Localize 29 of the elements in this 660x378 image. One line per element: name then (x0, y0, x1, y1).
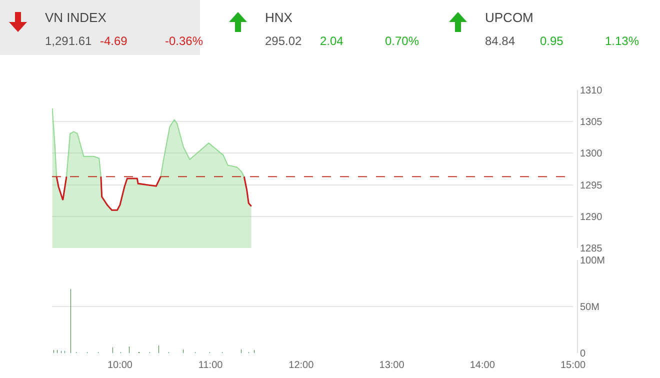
y-tick-label: 1305 (580, 117, 603, 128)
y-tick-label: 0 (580, 348, 586, 360)
text: 0.95 (540, 34, 564, 48)
x-tick-label: 12:00 (288, 360, 314, 371)
text: -0.36% (165, 34, 204, 48)
y-tick-label: 1285 (580, 244, 603, 254)
text: HNX (265, 10, 292, 25)
text: 1.13% (605, 34, 640, 48)
y-tick-label: 1300 (580, 148, 603, 160)
text: 2.04 (320, 34, 344, 48)
text: -4.69 (100, 34, 128, 48)
x-tick-label: 11:00 (198, 360, 224, 371)
y-tick-label: 1310 (580, 86, 603, 96)
x-tick-label: 10:00 (107, 360, 133, 371)
text: 1,291.61 (45, 34, 92, 48)
y-tick-label: 1290 (580, 212, 603, 223)
text: 84.84 (485, 34, 516, 48)
line-series (243, 176, 252, 208)
y-tick-label: 1295 (580, 180, 603, 192)
x-tick-label: 14:00 (470, 360, 496, 371)
text: 0.70% (385, 34, 420, 48)
y-tick-label: 100M (580, 256, 606, 266)
text: UPCOM (485, 10, 534, 25)
line-series (100, 176, 162, 211)
text: VN INDEX (45, 10, 106, 25)
x-tick-label: 15:00 (560, 360, 586, 371)
x-tick-label: 13:00 (379, 360, 405, 371)
y-tick-label: 50M (580, 302, 600, 313)
text: 295.02 (265, 34, 302, 48)
